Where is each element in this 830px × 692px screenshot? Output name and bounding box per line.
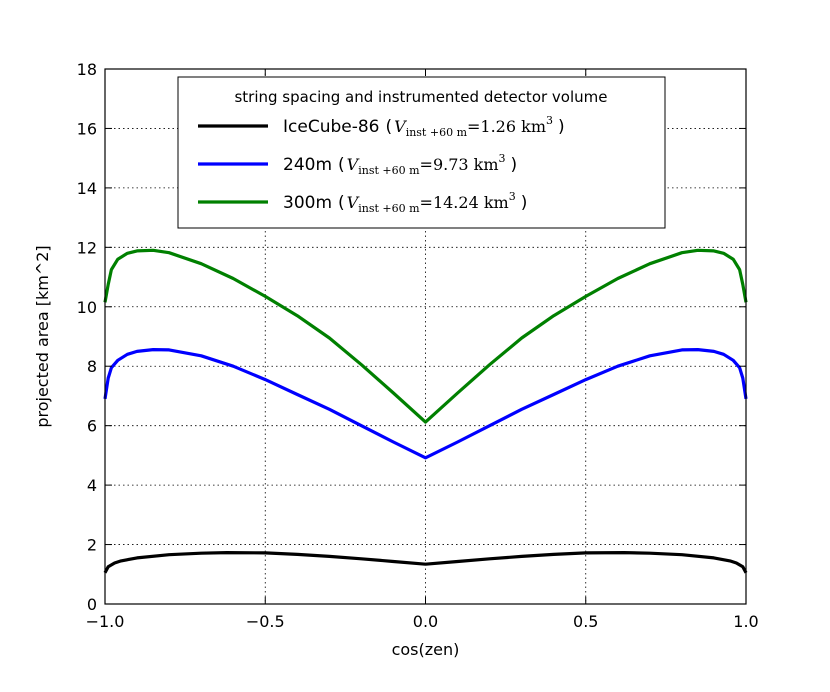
series-lines [103,248,748,574]
series-line-1 [103,348,748,460]
legend-title: string spacing and instrumented detector… [234,88,607,106]
legend-entries: IceCube-86(Vinst +60 m=1.26 km3) 240m(Vin… [198,114,565,215]
y-tick-label: 14 [77,179,97,198]
y-tick-label: 8 [87,357,97,376]
y-tick-labels: 0 2 4 6 8 10 12 14 16 18 [77,60,97,614]
y-axis-title: projected area [km^2] [33,245,52,427]
y-tick-label: 18 [77,60,97,79]
y-tick-label: 10 [77,298,97,317]
legend-label-0: IceCube-86(Vinst +60 m=1.26 km3) [283,114,565,139]
y-tick-label: 6 [87,417,97,436]
x-tick-label: 0.0 [413,612,438,631]
y-tick-label: 16 [77,119,97,138]
y-tick-label: 4 [87,476,97,495]
y-tick-label: 2 [87,536,97,555]
x-tick-labels: −1.0 −0.5 0.0 0.5 1.0 [86,612,759,631]
series-line-2 [103,248,748,424]
axis-ticks [104,68,747,605]
legend: string spacing and instrumented detector… [177,76,666,229]
y-tick-label: 0 [87,595,97,614]
legend-label-2: 300m(Vinst +60 m=14.24 km3) [283,190,527,215]
legend-label-1: 240m(Vinst +60 m=9.73 km3) [283,152,517,177]
series-line-0 [103,550,748,574]
x-tick-label: −0.5 [246,612,285,631]
x-tick-label: −1.0 [86,612,125,631]
y-tick-label: 12 [77,238,97,257]
x-tick-label: 1.0 [733,612,758,631]
x-axis-title: cos(zen) [392,640,460,659]
x-tick-label: 0.5 [573,612,598,631]
